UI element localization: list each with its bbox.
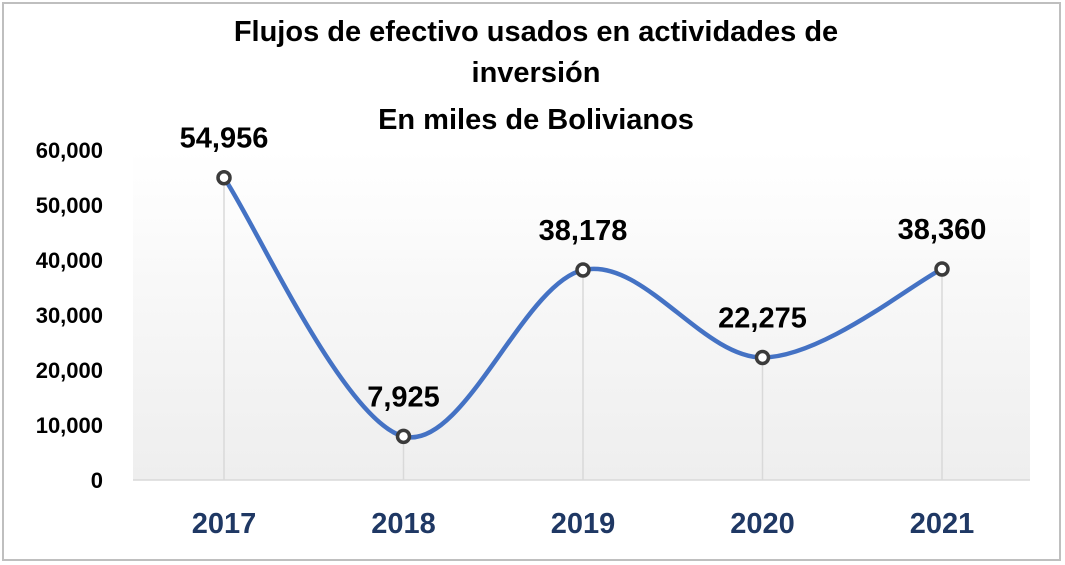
- data-point-marker: [754, 349, 771, 366]
- y-tick-label: 0: [91, 468, 103, 493]
- y-tick-label: 20,000: [36, 358, 103, 383]
- y-axis-tick-labels: 0 10,000 20,000 30,000 40,000 50,000 60,000: [36, 138, 103, 493]
- data-label: 38,178: [539, 215, 628, 247]
- series-markers: [216, 169, 950, 445]
- chart-title-line-2: inversión: [472, 57, 601, 89]
- plot-area-background: [133, 150, 1030, 480]
- x-tick-label: 2020: [730, 508, 795, 540]
- data-point-marker: [216, 169, 232, 186]
- chart-title-line-3: En miles de Bolivianos: [378, 104, 694, 136]
- x-tick-label: 2019: [551, 508, 616, 540]
- y-tick-label: 10,000: [36, 413, 103, 438]
- x-axis-tick-labels: 2017 2018 2019 2020 2021: [192, 508, 975, 540]
- y-tick-label: 40,000: [36, 248, 103, 273]
- data-point-marker: [575, 262, 591, 278]
- data-label: 54,956: [180, 123, 269, 155]
- data-labels: 54,956 7,925 38,178 22,275 38,360: [180, 123, 987, 414]
- x-tick-label: 2017: [192, 508, 257, 540]
- data-point-marker: [934, 261, 950, 277]
- data-point-marker: [395, 428, 412, 445]
- data-label: 7,925: [367, 381, 440, 413]
- chart-title-line-1: Flujos de efectivo usados en actividades…: [234, 16, 838, 48]
- y-tick-label: 60,000: [36, 138, 103, 163]
- data-label: 22,275: [718, 302, 807, 334]
- series-line: [221, 175, 945, 440]
- y-tick-label: 30,000: [36, 303, 103, 328]
- y-tick-label: 50,000: [36, 193, 103, 218]
- data-label: 38,360: [898, 214, 987, 246]
- x-tick-label: 2021: [910, 508, 975, 540]
- x-tick-label: 2018: [371, 508, 436, 540]
- chart-title: Flujos de efectivo usados en actividades…: [234, 16, 838, 136]
